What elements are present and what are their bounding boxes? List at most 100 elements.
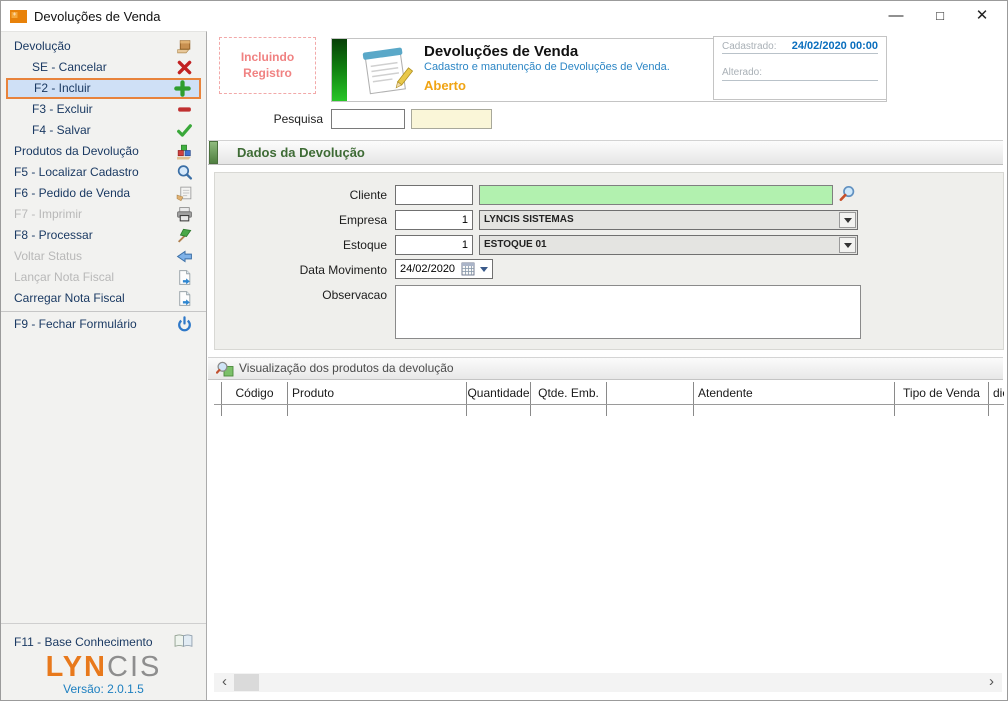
sidebar-item-base-conhecimento[interactable]: F11 - Base Conhecimento (1, 632, 206, 652)
calendar-icon[interactable] (461, 262, 475, 276)
sidebar-item-excluir[interactable]: F3 - Excluir (1, 99, 206, 120)
sidebar-item-carregar-nota-fiscal[interactable]: Carregar Nota Fiscal (1, 288, 206, 309)
estoque-combo[interactable]: ESTOQUE 01 (479, 235, 858, 255)
products-section-header: Visualização dos produtos da devolução (208, 357, 1003, 380)
date-dropdown-arrow-icon[interactable] (480, 267, 488, 272)
version-label: Versão: 2.0.1.5 (63, 682, 144, 696)
close-button[interactable]: ✕ (975, 7, 989, 24)
estoque-combo-arrow-icon[interactable] (839, 237, 856, 253)
sidebar-item-localizar-cadastro[interactable]: F5 - Localizar Cadastro (1, 162, 206, 183)
notepad-icon (362, 47, 413, 95)
magnifier-icon (177, 165, 193, 180)
scroll-right-icon[interactable]: › (989, 673, 994, 690)
products-table-header: Código Produto Quantidade Qtde. Emb. Ate… (214, 382, 1004, 405)
sidebar-item-voltar-status: Voltar Status (1, 246, 206, 267)
status-badge: Aberto (424, 78, 466, 93)
sidebar-item-produtos-devolucao[interactable]: Produtos da Devolução (1, 141, 206, 162)
column-quantidade[interactable]: Quantidade (466, 382, 530, 404)
package-icon (177, 40, 191, 54)
sidebar-item-label: F7 - Imprimir (14, 207, 82, 221)
sidebar-item-label: SE - Cancelar (32, 60, 107, 74)
section-accent-block (209, 141, 218, 164)
sidebar-item-label: F2 - Incluir (34, 81, 91, 95)
search-label: Pesquisa (273, 112, 323, 126)
column-codigo[interactable]: Código (221, 382, 287, 404)
column-tipo-de-venda[interactable]: Tipo de Venda (894, 382, 988, 404)
empresa-combo-arrow-icon[interactable] (839, 212, 856, 228)
cliente-name-input[interactable] (479, 185, 833, 205)
sidebar-item-incluir[interactable]: F2 - Incluir (6, 78, 201, 99)
cliente-search-icon[interactable] (838, 185, 856, 203)
empresa-code-input[interactable] (395, 210, 473, 230)
power-icon (178, 316, 191, 332)
document-arrow-icon (179, 270, 191, 285)
main-area: Incluindo Registro (208, 31, 1006, 699)
audit-stamp-box: Cadastrado: 24/02/2020 00:00 Alterado: (713, 36, 887, 100)
mode-indicator-button[interactable]: Incluindo Registro (219, 37, 316, 94)
app-icon (10, 10, 27, 23)
estoque-code-input[interactable] (395, 235, 473, 255)
sidebar-item-label: Carregar Nota Fiscal (14, 291, 125, 305)
sidebar-item-label: F11 - Base Conhecimento (14, 635, 153, 649)
sidebar-item-pedido-de-venda[interactable]: F6 - Pedido de Venda (1, 183, 206, 204)
scrollbar-thumb[interactable] (234, 674, 259, 691)
sidebar-item-label: F6 - Pedido de Venda (14, 186, 131, 200)
lyncis-logo: LYNCIS (1, 652, 206, 682)
empresa-label: Empresa (338, 213, 387, 227)
logo-text-secondary: CIS (107, 651, 162, 683)
printer-icon (177, 207, 192, 222)
book-icon (174, 634, 193, 647)
header-text-block: Devoluções de Venda Cadastro e manutençã… (424, 43, 706, 93)
sidebar-item-imprimir: F7 - Imprimir (1, 204, 206, 225)
sidebar-item-fechar-formulario[interactable]: F9 - Fechar Formulário (1, 314, 206, 335)
minimize-button[interactable]: — (888, 7, 904, 24)
empresa-combo[interactable]: LYNCIS SISTEMAS (479, 210, 858, 230)
sidebar-item-devolucao[interactable]: Devolução (1, 36, 206, 57)
plus-icon (174, 80, 191, 97)
sidebar-item-label: Devolução (14, 39, 71, 53)
sidebar-item-label: Voltar Status (14, 249, 83, 263)
sidebar-item-label: F5 - Localizar Cadastro (14, 165, 139, 179)
search-input[interactable] (331, 109, 405, 129)
data-movimento-field[interactable]: 24/02/2020 (395, 259, 493, 279)
data-movimento-value: 24/02/2020 (400, 263, 456, 275)
sidebar-item-label: F4 - Salvar (32, 123, 91, 137)
observacao-textarea[interactable] (395, 285, 861, 339)
sidebar-item-label: Lançar Nota Fiscal (14, 270, 115, 284)
mode-indicator-line1: Incluindo (240, 50, 295, 64)
registered-value: 24/02/2020 00:00 (791, 40, 878, 52)
mode-indicator-line2: Registro (243, 66, 292, 80)
sales-order-icon (176, 186, 192, 202)
column-qtde-emb[interactable]: Qtde. Emb. (530, 382, 606, 404)
sidebar-item-cancelar[interactable]: SE - Cancelar (1, 57, 206, 78)
sidebar-item-label: F9 - Fechar Formulário (14, 317, 137, 331)
check-icon (177, 124, 192, 137)
scroll-left-icon[interactable]: ‹ (222, 673, 227, 690)
products-section-title: Visualização dos produtos da devolução (239, 361, 454, 375)
cliente-code-input[interactable] (395, 185, 473, 205)
column-adicional-clipped[interactable]: dic (988, 382, 1004, 404)
minus-icon (178, 107, 191, 112)
estoque-label: Estoque (342, 238, 387, 252)
column-row-selector (214, 382, 221, 404)
document-arrow-icon (179, 291, 191, 306)
page-subtitle: Cadastro e manutenção de Devoluções de V… (424, 61, 670, 73)
title-bar: Devoluções de Venda — □ ✕ (1, 1, 1007, 31)
search-secondary-input[interactable] (411, 109, 492, 129)
cancel-x-icon (177, 60, 192, 75)
column-blank (606, 382, 693, 404)
altered-row: Alterado: (722, 67, 878, 81)
column-produto[interactable]: Produto (287, 382, 466, 404)
sidebar-footer: F11 - Base Conhecimento LYNCIS Versão: 2… (1, 623, 206, 700)
column-atendente[interactable]: Atendente (693, 382, 894, 404)
horizontal-scrollbar[interactable]: ‹ › (214, 673, 1002, 692)
sidebar-item-label: F3 - Excluir (32, 102, 93, 116)
devolucao-form-panel: Cliente Empresa Estoque Data Movimento O… (214, 172, 1004, 350)
sidebar-item-processar[interactable]: F8 - Processar (1, 225, 206, 246)
sidebar-item-salvar[interactable]: F4 - Salvar (1, 120, 206, 141)
maximize-button[interactable]: □ (936, 8, 944, 23)
page-title: Devoluções de Venda (424, 43, 579, 60)
sidebar-item-label: F8 - Processar (14, 228, 93, 242)
cliente-label: Cliente (349, 188, 387, 202)
